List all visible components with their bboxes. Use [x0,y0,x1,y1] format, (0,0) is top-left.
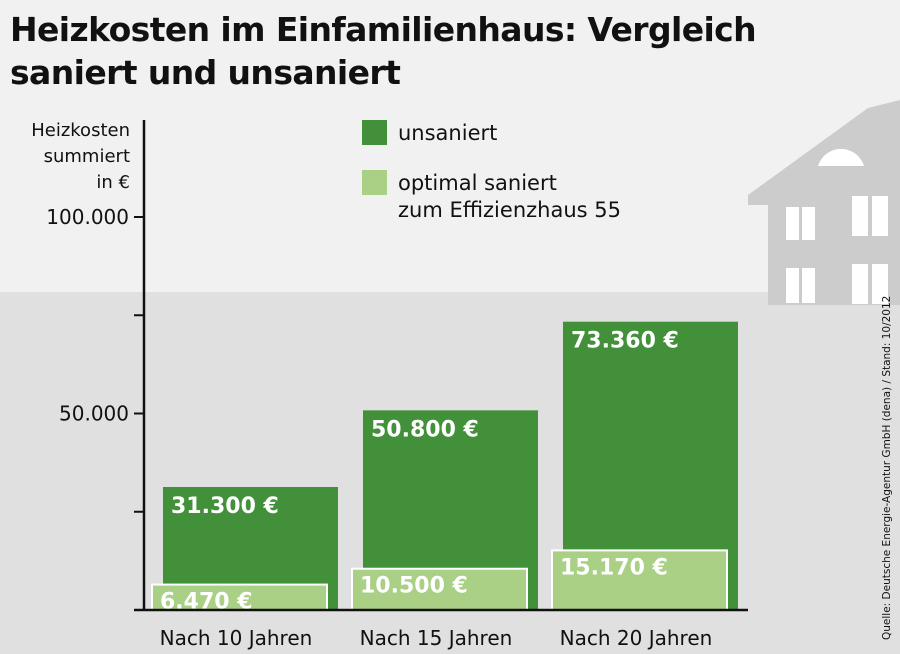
y-axis-label: Heizkosten summiert in € [8,118,130,196]
data-label-saniert: 15.170 € [560,555,668,580]
y-tick-label: 100.000 [46,205,129,229]
y-tick-label: 50.000 [59,402,129,426]
legend-label-unsaniert: unsaniert [398,121,498,145]
bar-saniert [551,549,728,611]
data-label-saniert: 10.500 € [360,574,468,599]
legend-swatch-unsaniert [362,120,387,145]
data-label-unsaniert: 73.360 € [571,329,679,354]
source-note: Quelle: Deutsche Energie-Agentur GmbH (d… [881,295,893,640]
bar-saniert [151,583,328,611]
legend-label-saniert: optimal saniert zum Effizienzhaus 55 [398,171,621,222]
chart-title: Heizkosten im Einfamilienhaus: Vergleich… [10,10,757,92]
data-label-unsaniert: 31.300 € [171,494,279,519]
x-tick-label: Nach 10 Jahren [160,626,313,650]
y-axis-label-text: Heizkosten summiert in € [31,120,130,193]
legend-swatch-saniert [362,170,387,195]
house-icon [748,100,900,305]
bar-saniert [351,567,528,611]
x-tick-label: Nach 20 Jahren [560,626,713,650]
data-label-unsaniert: 50.800 € [371,417,479,442]
x-tick-label: Nach 15 Jahren [360,626,513,650]
